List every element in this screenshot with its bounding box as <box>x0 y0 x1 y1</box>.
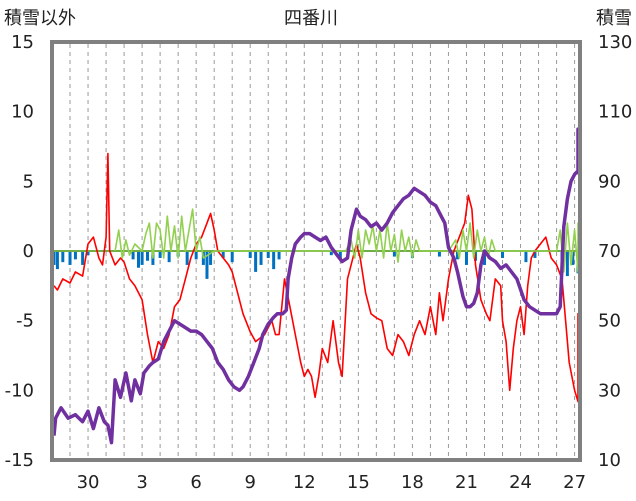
blue-bar <box>338 251 342 260</box>
blue-bar <box>81 251 85 265</box>
blue-bar <box>248 251 252 258</box>
series-line-1 <box>114 208 579 273</box>
blue-bar <box>266 251 270 258</box>
blue-bar <box>68 251 72 265</box>
x-tick-label: 6 <box>190 472 201 493</box>
left-axis-ticks: 15 10 5 0 -5 -10 -15 <box>5 32 34 471</box>
blue-bar <box>571 251 575 265</box>
blue-bar <box>565 251 569 277</box>
blue-bar <box>230 251 234 263</box>
right-tick-label: 70 <box>598 241 621 262</box>
blue-bar <box>533 251 537 258</box>
blue-bar <box>464 251 468 265</box>
blue-bar <box>254 251 258 272</box>
right-axis-title: 積雪 <box>596 8 632 29</box>
x-axis-ticks: 30 3 6 9 12 15 18 21 24 27 <box>77 472 586 493</box>
right-tick-label: 110 <box>598 102 632 123</box>
blue-bar <box>140 251 144 265</box>
series-group <box>52 127 580 445</box>
blue-bar <box>392 251 396 257</box>
blue-bar <box>455 251 459 260</box>
blue-bar <box>329 251 333 256</box>
x-tick-label: 12 <box>293 472 316 493</box>
x-tick-label: 27 <box>563 472 586 493</box>
blue-bar <box>524 251 528 263</box>
left-tick-label: -15 <box>5 450 34 471</box>
blue-bar <box>205 251 209 279</box>
blue-bar <box>501 251 505 258</box>
series-line-0 <box>53 152 579 403</box>
left-tick-label: 10 <box>11 102 34 123</box>
blue-bar <box>185 251 189 265</box>
x-tick-label: 3 <box>136 472 147 493</box>
right-tick-label: 50 <box>598 311 621 332</box>
series-line-2 <box>52 127 580 445</box>
blue-bar <box>194 251 198 260</box>
left-tick-label: -10 <box>5 380 34 401</box>
blue-bars <box>52 251 580 279</box>
x-tick-label: 15 <box>347 472 370 493</box>
left-tick-label: 0 <box>23 241 34 262</box>
left-tick-label: -5 <box>16 311 34 332</box>
blue-bar <box>131 251 135 260</box>
blue-bar <box>209 251 213 265</box>
left-tick-label: 15 <box>11 32 34 53</box>
right-axis-ticks: 130 110 90 70 50 30 10 <box>598 32 632 471</box>
chart-title: 四番川 <box>284 8 338 29</box>
blue-bar <box>437 251 441 257</box>
blue-bar <box>136 251 140 268</box>
x-tick-label: 21 <box>455 472 478 493</box>
x-tick-label: 18 <box>401 472 424 493</box>
blue-bar <box>86 251 90 256</box>
x-tick-label: 9 <box>244 472 255 493</box>
blue-bar <box>55 251 59 270</box>
blue-bar <box>167 251 171 263</box>
blue-bar <box>272 251 276 270</box>
right-tick-label: 10 <box>598 450 621 471</box>
blue-bar <box>61 251 65 263</box>
blue-bar <box>73 251 77 260</box>
right-tick-label: 130 <box>598 32 632 53</box>
right-tick-label: 90 <box>598 171 621 192</box>
blue-bar <box>259 251 263 265</box>
left-tick-label: 5 <box>23 171 34 192</box>
blue-bar <box>277 251 281 260</box>
x-tick-label: 30 <box>77 472 100 493</box>
x-tick-label: 24 <box>509 472 532 493</box>
blue-bar <box>158 251 162 258</box>
plot-frame <box>50 40 582 462</box>
left-axis-title: 積雪以外 <box>4 8 76 29</box>
blue-bar <box>146 251 150 261</box>
blue-bar <box>221 251 225 258</box>
right-tick-label: 30 <box>598 380 621 401</box>
